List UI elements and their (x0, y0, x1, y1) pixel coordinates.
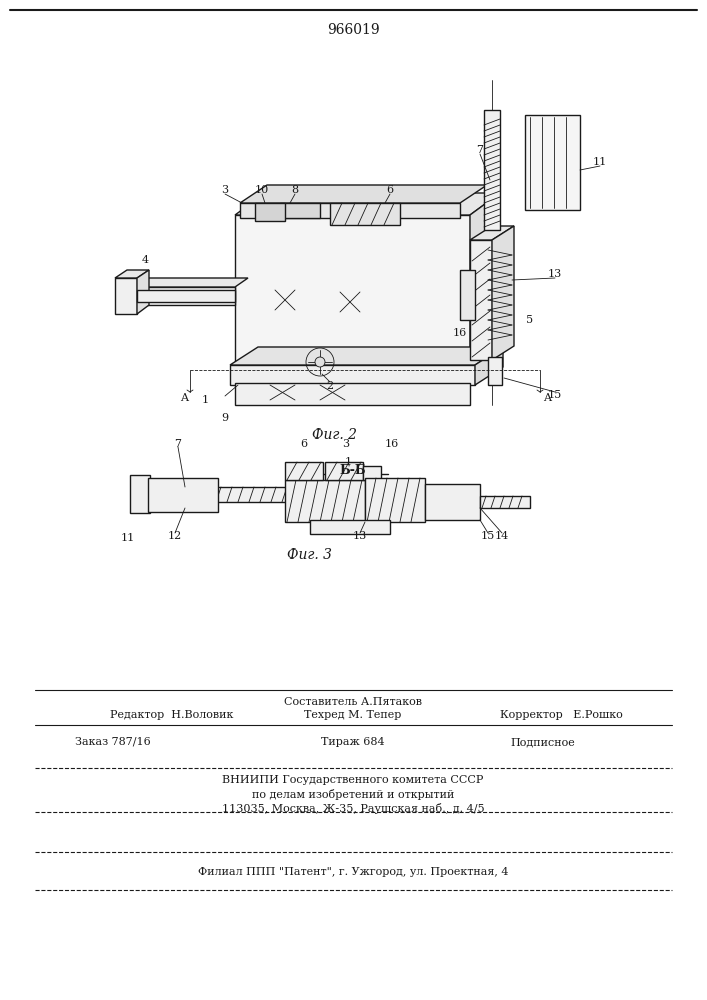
Polygon shape (230, 347, 503, 365)
Bar (363, 466, 381, 480)
Text: ВНИИПИ Государственного комитета СССР: ВНИИПИ Государственного комитета СССР (222, 775, 484, 785)
Bar (135, 287, 235, 305)
Text: 113035, Москва, Ж-35, Раушская наб., д. 4/5: 113035, Москва, Ж-35, Раушская наб., д. … (222, 802, 484, 814)
Text: 3: 3 (342, 439, 349, 449)
Text: 13: 13 (353, 531, 367, 541)
Circle shape (315, 357, 325, 367)
Bar (115, 278, 137, 314)
Polygon shape (135, 278, 248, 287)
Text: Составитель А.Пятаков: Составитель А.Пятаков (284, 697, 422, 707)
Bar (137, 290, 235, 302)
Text: 7: 7 (477, 145, 484, 155)
Polygon shape (137, 270, 149, 314)
Bar (255, 203, 285, 221)
Text: 2: 2 (327, 381, 334, 391)
Text: Подписное: Подписное (510, 737, 575, 747)
Text: 7: 7 (175, 439, 182, 449)
Bar (480, 496, 530, 508)
Polygon shape (475, 347, 503, 385)
Bar (235, 215, 470, 370)
Text: 11: 11 (121, 533, 135, 543)
Bar (148, 487, 348, 502)
Polygon shape (115, 270, 149, 278)
Text: 15: 15 (481, 531, 495, 541)
Text: 6: 6 (300, 439, 308, 449)
Bar (230, 365, 475, 385)
Bar (325, 462, 363, 480)
Bar (470, 240, 492, 360)
Text: A: A (543, 393, 551, 403)
Polygon shape (235, 193, 500, 215)
Text: 14: 14 (495, 531, 509, 541)
Text: Б-Б: Б-Б (339, 464, 366, 477)
Polygon shape (240, 185, 487, 203)
Text: 5: 5 (527, 315, 534, 325)
Text: 12: 12 (168, 531, 182, 541)
Bar (235, 383, 470, 405)
Text: 3: 3 (221, 185, 228, 195)
Text: 11: 11 (593, 157, 607, 167)
Bar (280, 203, 320, 218)
Text: Фиг. 3: Фиг. 3 (288, 548, 332, 562)
Text: 16: 16 (385, 439, 399, 449)
Text: 4: 4 (141, 255, 148, 265)
Polygon shape (470, 193, 500, 370)
Text: A: A (180, 393, 188, 403)
Text: 966019: 966019 (327, 23, 380, 37)
Bar (488, 357, 502, 385)
Polygon shape (492, 226, 514, 360)
Bar (330, 203, 400, 225)
Text: 6: 6 (387, 185, 394, 195)
Text: 13: 13 (548, 269, 562, 279)
Bar (285, 462, 323, 480)
Text: 16: 16 (453, 328, 467, 338)
Bar (130, 475, 150, 513)
Text: Редактор  Н.Воловик: Редактор Н.Воловик (110, 710, 233, 720)
Text: Филиал ППП "Патент", г. Ужгород, ул. Проектная, 4: Филиал ППП "Патент", г. Ужгород, ул. Про… (198, 867, 508, 877)
Bar (310, 520, 390, 534)
Text: 15: 15 (548, 390, 562, 400)
Text: Корректор   Е.Рошко: Корректор Е.Рошко (500, 710, 623, 720)
Text: 8: 8 (291, 185, 298, 195)
Text: Тираж 684: Тираж 684 (321, 737, 385, 747)
Text: Фиг. 2: Фиг. 2 (312, 428, 358, 442)
Text: 1: 1 (344, 457, 351, 467)
Text: Заказ 787/16: Заказ 787/16 (75, 737, 151, 747)
Bar (365, 478, 425, 522)
Text: 10: 10 (255, 185, 269, 195)
Bar (525, 115, 580, 210)
Text: 9: 9 (221, 413, 228, 423)
Bar (460, 270, 475, 320)
Polygon shape (470, 226, 514, 240)
Bar (425, 484, 480, 520)
Bar (240, 203, 460, 218)
Bar (285, 480, 365, 522)
Bar (484, 110, 500, 230)
Text: по делам изобретений и открытий: по делам изобретений и открытий (252, 788, 454, 800)
Text: 1: 1 (201, 395, 209, 405)
Bar (148, 478, 218, 512)
Text: Техред М. Тепер: Техред М. Тепер (304, 710, 402, 720)
